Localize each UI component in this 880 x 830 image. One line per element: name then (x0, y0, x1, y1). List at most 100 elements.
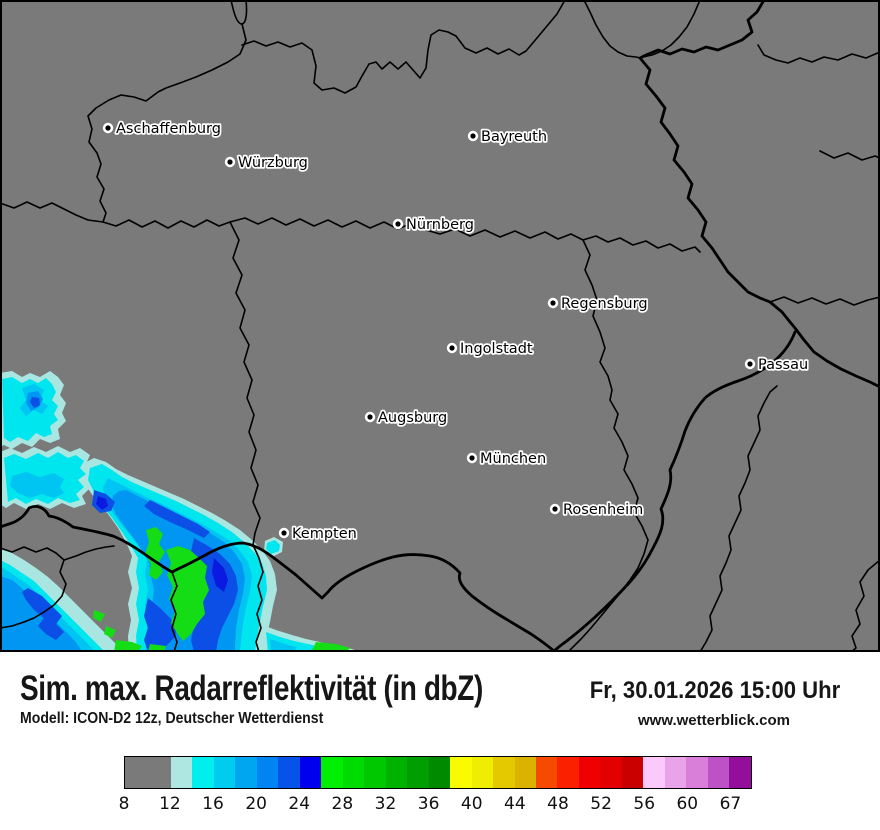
colorbar-segment (450, 757, 472, 788)
precipitation-blob-green (114, 640, 142, 652)
state-border-line (850, 559, 880, 653)
reflectivity-colorbar (124, 756, 752, 789)
city-label: Nürnberg (406, 217, 474, 233)
model-info: Modell: ICON-D2 12z, Deutscher Wetterdie… (20, 710, 324, 727)
city-dot (281, 530, 287, 536)
colorbar-segment (514, 757, 536, 788)
city-markers-layer: Aschaffenburg Würzburg Bayreuth Nürnberg Reg… (102, 119, 810, 544)
city-label: Würzburg (238, 155, 308, 171)
city-label: Rosenheim (563, 502, 643, 518)
city-label: Ingolstadt (460, 341, 533, 357)
precipitation-blob-cyan_blue (270, 639, 297, 652)
state-border-line (583, 0, 641, 59)
colorbar-tick-52: 52 (590, 794, 612, 814)
precipitation-blob-green (145, 527, 165, 580)
city-label: Bayreuth (481, 129, 547, 145)
colorbar-tick-24: 24 (288, 794, 311, 814)
state-border-line (63, 545, 115, 561)
state-border-line (567, 399, 649, 653)
city-dot (550, 300, 556, 306)
precipitation-blob-deep_blue (96, 496, 108, 510)
colorbar-segment (213, 757, 236, 788)
website-url: www.wetterblick.com (638, 712, 790, 729)
state-border-line (0, 546, 67, 629)
state-border-line (252, 544, 264, 653)
colorbar-segment (729, 757, 751, 788)
city-marker-nrnberg: Nürnberg (392, 215, 476, 235)
precipitation-blob-royal (144, 500, 210, 538)
precipitation-layer (0, 371, 360, 652)
colorbar-tick-60: 60 (676, 794, 699, 814)
colorbar-segment (664, 757, 687, 788)
colorbar-segment (342, 757, 365, 788)
colorbar-tick-labels: 8 12 16 20 24 28 32 36 40 44 48 52 56 60 67 (119, 794, 752, 816)
precipitation-blob-cyan_blue (10, 472, 64, 498)
city-dot (747, 361, 753, 367)
colorbar-segment (125, 757, 171, 788)
city-label: Kempten (292, 526, 357, 542)
precipitation-blob-green (93, 610, 105, 622)
state-border-line (769, 296, 880, 306)
country-border-line (638, 0, 880, 389)
colorbar-segment (278, 757, 300, 788)
city-marker-bayreuth: Bayreuth (467, 127, 549, 147)
state-border-line (582, 239, 613, 401)
colorbar-tick-20: 20 (245, 794, 267, 814)
page-title: Sim. max. Radarreflektivität (in dbZ) (20, 669, 483, 708)
city-dot (552, 506, 558, 512)
city-marker-augsburg: Augsburg (364, 408, 449, 428)
map-frame (0, 0, 880, 652)
colorbar-segment (170, 757, 193, 788)
state-border-line (241, 0, 566, 94)
state-borders-layer (0, 0, 880, 653)
colorbar-segment (364, 757, 386, 788)
city-marker-regensburg: Regensburg (547, 294, 649, 314)
colorbar-segment (557, 757, 579, 788)
colorbar-tick-12: 12 (159, 794, 181, 814)
city-dot (470, 133, 476, 139)
colorbar-segment (256, 757, 279, 788)
precipitation-blob-cyan (266, 540, 280, 554)
colorbar-tick-44: 44 (504, 794, 526, 814)
state-border-line (170, 571, 178, 653)
state-border-line (87, 23, 247, 223)
colorbar-segment (600, 757, 622, 788)
colorbar-segment (299, 757, 322, 788)
precipitation-blob-deep_blue (212, 558, 228, 592)
colorbar-tick-16: 16 (202, 794, 224, 814)
forecast-datetime: Fr, 30.01.2026 15:00 Uhr (589, 677, 841, 704)
city-marker-kempten: Kempten (278, 524, 359, 544)
colorbar-segment (471, 757, 494, 788)
colorbar-segment (235, 757, 257, 788)
colorbar-segment (192, 757, 214, 788)
city-marker-wrzburg: Würzburg (224, 153, 310, 173)
weather-map: Aschaffenburg Würzburg Bayreuth Nürnberg Reg… (0, 0, 880, 653)
state-border-line (642, 0, 701, 58)
city-label: Augsburg (378, 410, 447, 426)
radar-map-canvas: Aschaffenburg Würzburg Bayreuth Nürnberg Reg… (0, 0, 880, 653)
precipitation-blob-green (312, 642, 350, 652)
city-label: Aschaffenburg (116, 121, 221, 137)
city-dot (105, 125, 111, 131)
colorbar-segment (428, 757, 451, 788)
precipitation-blob-royal (144, 598, 178, 652)
colorbar-segment (493, 757, 515, 788)
colorbar-segment (578, 757, 601, 788)
precipitation-blob-green (104, 626, 116, 638)
city-dot (227, 159, 233, 165)
precipitation-blob-royal (30, 397, 40, 408)
colorbar-segment (321, 757, 343, 788)
colorbar-tick-8: 8 (118, 794, 130, 814)
state-border-line (229, 217, 701, 253)
city-label: Regensburg (561, 296, 648, 312)
city-label: Passau (758, 357, 808, 373)
city-dot (395, 221, 401, 227)
colorbar-segment (407, 757, 429, 788)
colorbar-segment (686, 757, 708, 788)
colorbar-segment (621, 757, 644, 788)
colorbar-segment (643, 757, 665, 788)
colorbar-tick-67: 67 (719, 794, 742, 814)
city-marker-ingolstadt: Ingolstadt (446, 339, 535, 359)
colorbar-tick-48: 48 (547, 794, 569, 814)
state-border-line (229, 221, 261, 546)
